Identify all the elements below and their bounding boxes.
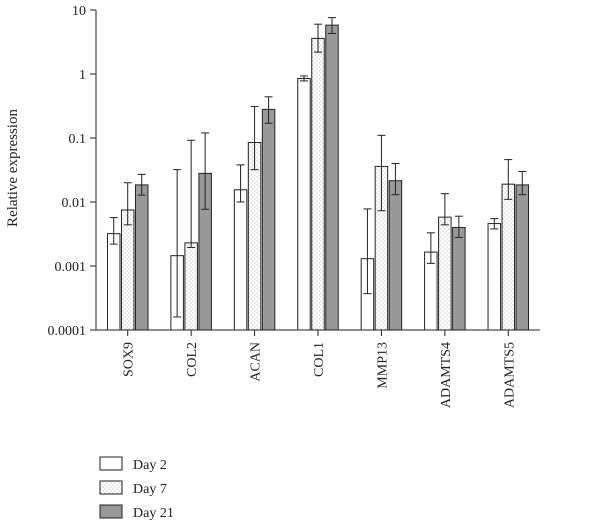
y-tick-label: 0.1 (69, 132, 87, 147)
bar-day-21-mmp13 (388, 180, 403, 331)
y-axis: 0.0001 0.001 0.01 0.1 1 10 (48, 4, 97, 339)
y-tick-label: 1 (79, 68, 86, 83)
x-category-label-mmp13: MMP13 (375, 342, 390, 389)
y-tick-label: 0.01 (62, 196, 87, 211)
y-tick-label: 0.001 (55, 260, 87, 275)
bar-day-7-acan (247, 142, 262, 331)
y-tick-label: 10 (72, 4, 86, 19)
bar-day-21-acan (261, 108, 276, 331)
bar-day-21-adamts5 (515, 184, 530, 331)
bar-day-21-sox9 (134, 184, 149, 331)
bar-day-2-col1 (297, 78, 311, 331)
legend: Day 2 Day 7 Day 21 (99, 456, 174, 521)
bar-day-2-adamts5 (487, 223, 502, 331)
x-category-label-col2: COL2 (185, 342, 200, 377)
bar-day-21-adamts4 (452, 226, 466, 331)
legend-swatch-day-2 (99, 456, 123, 471)
bar-day-7-col2 (184, 242, 198, 331)
legend-swatch-day-21 (99, 504, 123, 519)
legend-label-day-21: Day 21 (133, 506, 174, 521)
x-category-label-sox9: SOX9 (122, 342, 137, 377)
bar-day-2-acan (233, 189, 248, 331)
legend-label-day-2: Day 2 (133, 458, 167, 473)
x-category-label-col1: COL1 (312, 342, 327, 377)
bar-day-7-adamts4 (438, 216, 452, 331)
bar-day-2-sox9 (106, 233, 121, 331)
bar-day-21-col1 (325, 24, 339, 331)
bar-day-7-col1 (311, 37, 325, 331)
legend-label-day-7: Day 7 (133, 482, 167, 497)
y-tick-label: 0.0001 (48, 324, 87, 339)
x-axis: SOX9 COL2 ACAN COL1 MMP13 ADAMTS4 ADAMTS5 (96, 329, 540, 408)
bar-series-group (106, 17, 530, 331)
x-category-label-adamts5: ADAMTS5 (502, 342, 517, 408)
y-axis-title: Relative expression (5, 109, 21, 227)
bar-day-7-sox9 (120, 209, 135, 331)
legend-swatch-day-7 (99, 480, 123, 495)
bar-day-7-adamts5 (501, 183, 516, 331)
x-category-label-acan: ACAN (249, 342, 264, 382)
x-category-label-adamts4: ADAMTS4 (439, 342, 454, 408)
